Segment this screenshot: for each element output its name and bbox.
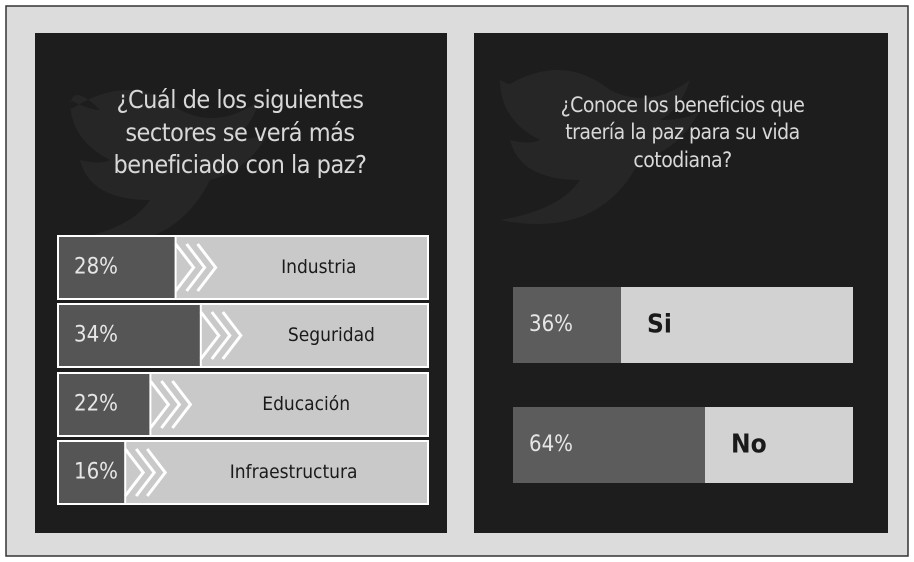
value-label: 34%	[74, 323, 118, 348]
chevron	[221, 311, 243, 360]
chevron	[149, 380, 171, 429]
value-label: 36%	[529, 312, 573, 337]
category-label: Educación	[262, 393, 350, 415]
chart-title: ¿Conoce los beneficios que traería la pa…	[560, 93, 805, 172]
chevron	[174, 243, 196, 292]
category-label: Seguridad	[288, 324, 375, 346]
value-label: 64%	[529, 432, 573, 457]
category-label: Infraestructura	[230, 461, 358, 483]
bird-watermark	[70, 90, 270, 244]
value-label: 28%	[74, 255, 118, 280]
value-label: 22%	[74, 392, 118, 417]
chevron	[185, 243, 207, 292]
chart-title: ¿Cuál de los siguientes sectores se verá…	[113, 85, 367, 179]
chevron	[124, 448, 146, 497]
bar	[57, 235, 177, 300]
chevron	[171, 380, 193, 429]
bar	[513, 287, 621, 363]
chevron	[210, 311, 232, 360]
chevron	[146, 448, 168, 497]
bar	[57, 303, 202, 368]
chevron	[160, 380, 182, 429]
category-label: No	[731, 430, 767, 460]
chevron	[135, 448, 157, 497]
value-label: 16%	[74, 460, 118, 485]
chevron	[199, 311, 221, 360]
chevron	[196, 243, 218, 292]
bar	[57, 372, 152, 437]
bar	[57, 440, 127, 505]
category-label: Si	[647, 310, 672, 340]
bar	[513, 407, 705, 483]
bird-watermark	[500, 70, 700, 224]
category-label: Industria	[281, 256, 356, 278]
